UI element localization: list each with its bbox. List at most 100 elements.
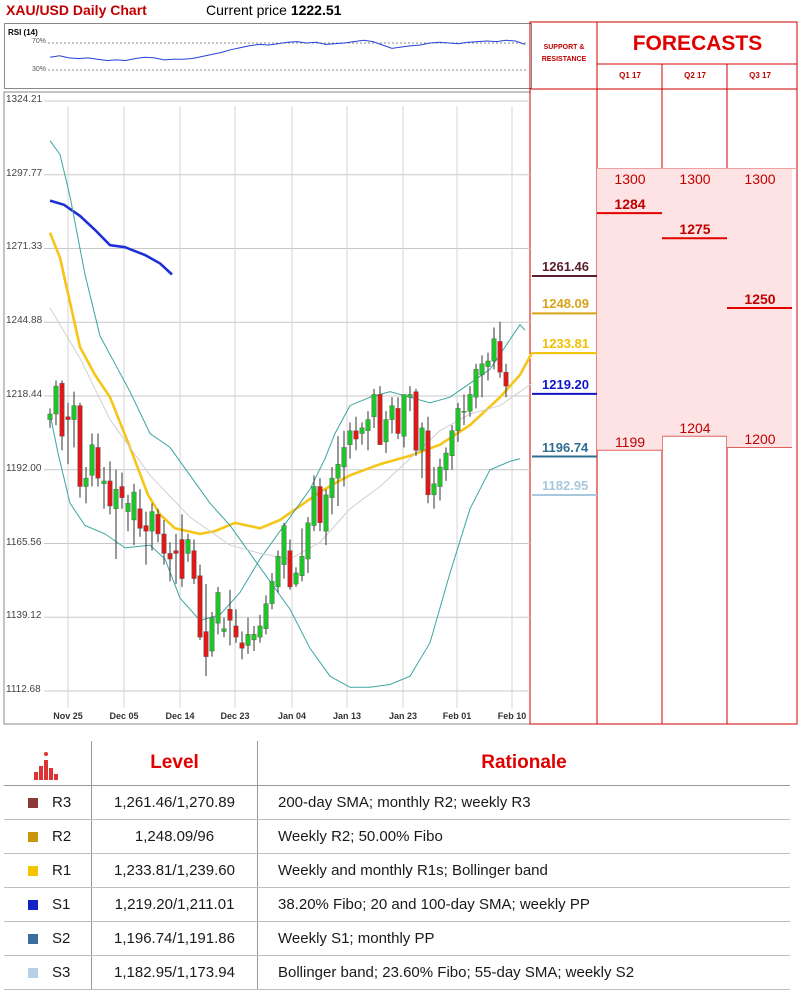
candle-body xyxy=(341,447,347,468)
sr-value-2: 1248.09 xyxy=(542,296,589,312)
candle-body xyxy=(293,572,299,585)
y-tick-label: 1192.00 xyxy=(6,462,42,474)
candle-body xyxy=(173,550,179,554)
level-rationale: Weekly S1; monthly PP xyxy=(257,921,790,956)
candle-body xyxy=(167,553,173,560)
levels-table: Level Rationale R3 1,261.46/1,270.89 200-d… xyxy=(4,741,790,990)
candle-body xyxy=(347,430,353,445)
level-swatch xyxy=(28,798,38,808)
rsi-label: RSI (14) xyxy=(8,28,38,37)
level-swatch xyxy=(28,934,38,944)
candle-body xyxy=(257,625,263,638)
price-chart xyxy=(3,21,798,725)
candle-body xyxy=(197,575,203,638)
candle-body xyxy=(329,477,335,498)
candle-body xyxy=(461,410,467,413)
level-column-header: Level xyxy=(91,741,258,786)
candle-body xyxy=(353,430,359,440)
forecasts-header: FORECASTS xyxy=(632,32,763,55)
candle-body xyxy=(275,556,281,588)
x-tick-label: Feb 01 xyxy=(442,711,472,721)
candle-body xyxy=(251,634,257,641)
level-name-cell: R1 xyxy=(4,853,92,888)
candle-body xyxy=(269,581,275,604)
levels-table-row: S3 1,182.95/1,173.94 Bollinger band; 23.60… xyxy=(4,955,790,990)
candle-body xyxy=(227,609,233,621)
x-tick-label: Jan 04 xyxy=(277,711,307,721)
candle-body xyxy=(383,419,389,443)
level-rationale: 200-day SMA; monthly R2; weekly R3 xyxy=(257,785,790,820)
candle-body xyxy=(191,550,197,579)
candle-body xyxy=(467,394,473,412)
level-swatch xyxy=(28,900,38,910)
level-name-cell: S2 xyxy=(4,921,92,956)
quarter-header-q2: Q2 17 xyxy=(684,71,706,80)
candle-body xyxy=(335,463,341,479)
candle-body xyxy=(491,338,497,362)
x-tick-label: Jan 13 xyxy=(332,711,362,721)
candle-body xyxy=(389,405,395,420)
forecast-mid-2: 1275 xyxy=(679,221,711,238)
levels-table-row: R2 1,248.09/96 Weekly R2; 50.00% Fibo xyxy=(4,819,790,854)
candle-body xyxy=(185,539,191,554)
candle-body xyxy=(263,603,269,629)
candle-body xyxy=(281,525,287,565)
candle-body xyxy=(215,592,221,624)
sr-value-3: 1233.81 xyxy=(542,336,589,352)
level-name: S1 xyxy=(52,896,71,913)
level-name-cell: S1 xyxy=(4,887,92,922)
forecast-low-2: 1204 xyxy=(679,420,711,437)
sr-value-6: 1182.95 xyxy=(542,478,589,493)
level-name: R1 xyxy=(52,862,72,879)
y-tick-label: 1218.44 xyxy=(6,389,43,400)
forecast-high-1: 1300 xyxy=(614,170,646,187)
rsi-panel xyxy=(4,23,532,89)
candle-body xyxy=(161,533,167,554)
candle-body xyxy=(149,511,155,532)
candle-body xyxy=(311,486,317,526)
level-value: 1,219.20/1,211.01 xyxy=(91,887,258,922)
candle-body xyxy=(119,486,125,498)
candle-body xyxy=(407,394,413,398)
quarter-header-q3: Q3 17 xyxy=(749,71,771,80)
level-name: R2 xyxy=(52,828,72,845)
levels-table-row: S1 1,219.20/1,211.01 38.20% Fibo; 20 and 1… xyxy=(4,887,790,922)
indicator-line-2 xyxy=(48,232,534,536)
y-tick-label: 1112.68 xyxy=(6,684,41,695)
candle-body xyxy=(65,416,71,420)
candle-body xyxy=(101,480,107,484)
candle-body xyxy=(437,466,443,487)
candle-body xyxy=(377,394,383,445)
chart-title: XAU/USD Daily Chart xyxy=(6,2,147,18)
levels-table-row: R3 1,261.46/1,270.89 200-day SMA; monthly … xyxy=(4,785,790,820)
bar-chart-icon xyxy=(33,752,58,780)
support-resistance-header: SUPPORT & RESISTANCE xyxy=(541,44,587,63)
forecast-mid-1: 1284 xyxy=(614,196,646,213)
candle-body xyxy=(71,405,77,420)
candle-body xyxy=(113,489,119,510)
forecast-low-3: 1200 xyxy=(744,431,776,448)
level-value: 1,196.74/1,191.86 xyxy=(91,921,258,956)
candle-body xyxy=(179,539,185,579)
levels-table-header: Level Rationale xyxy=(4,741,790,786)
candle-body xyxy=(287,550,293,588)
candle-body xyxy=(419,427,425,451)
candle-body xyxy=(131,491,137,521)
quarter-header-q1: Q1 17 xyxy=(619,71,641,80)
indicator-line-5 xyxy=(49,307,533,560)
candle-body xyxy=(155,514,161,535)
forecast-high-2: 1300 xyxy=(679,170,711,187)
level-name-cell: S3 xyxy=(4,955,92,990)
candle-body xyxy=(305,522,311,560)
candle-body xyxy=(83,477,89,487)
level-name: S2 xyxy=(52,930,71,947)
candle-body xyxy=(239,642,245,649)
indicator-line-1 xyxy=(49,199,173,276)
level-rationale: Bollinger band; 23.60% Fibo; 55-day SMA;… xyxy=(257,955,790,990)
indicator-line-4 xyxy=(49,323,526,621)
candle-body xyxy=(425,430,431,496)
forecast-low-1: 1199 xyxy=(614,434,646,451)
x-tick-label: Feb 10 xyxy=(497,711,527,721)
y-tick-label: 1139.12 xyxy=(6,610,42,622)
candle-body xyxy=(449,430,455,457)
